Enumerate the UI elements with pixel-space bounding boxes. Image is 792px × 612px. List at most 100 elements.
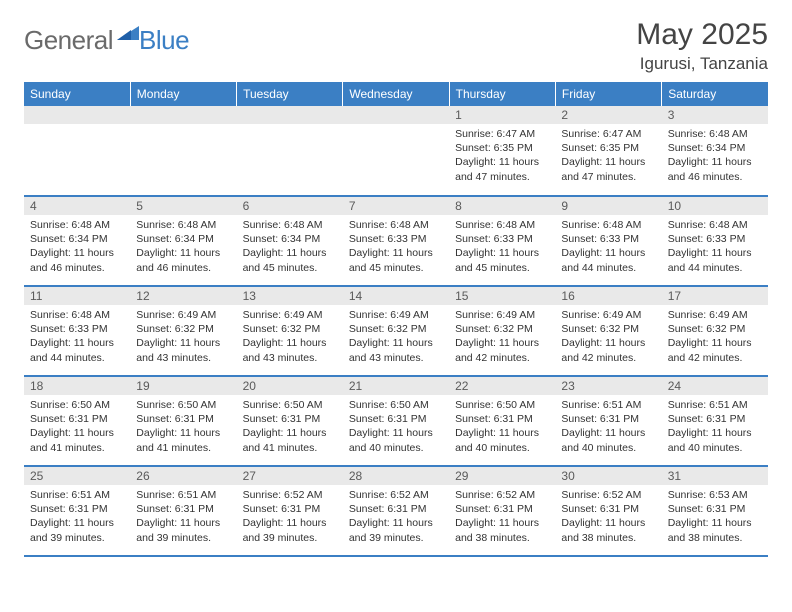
day-number: 15: [449, 287, 555, 305]
calendar-row: 1Sunrise: 6:47 AMSunset: 6:35 PMDaylight…: [24, 106, 768, 196]
calendar-cell: [130, 106, 236, 196]
day-details: Sunrise: 6:51 AMSunset: 6:31 PMDaylight:…: [130, 485, 236, 549]
calendar-cell: 17Sunrise: 6:49 AMSunset: 6:32 PMDayligh…: [662, 286, 768, 376]
day-number: 27: [237, 467, 343, 485]
day-number: 29: [449, 467, 555, 485]
day-number: 6: [237, 197, 343, 215]
day-details: Sunrise: 6:53 AMSunset: 6:31 PMDaylight:…: [662, 485, 768, 549]
weekday-header: Monday: [130, 82, 236, 106]
logo: General Blue: [24, 18, 189, 57]
day-details: Sunrise: 6:49 AMSunset: 6:32 PMDaylight:…: [555, 305, 661, 369]
day-number: 28: [343, 467, 449, 485]
day-details: Sunrise: 6:50 AMSunset: 6:31 PMDaylight:…: [343, 395, 449, 459]
day-details: Sunrise: 6:48 AMSunset: 6:33 PMDaylight:…: [343, 215, 449, 279]
day-details: Sunrise: 6:49 AMSunset: 6:32 PMDaylight:…: [130, 305, 236, 369]
calendar-cell: [343, 106, 449, 196]
day-details: Sunrise: 6:49 AMSunset: 6:32 PMDaylight:…: [449, 305, 555, 369]
calendar-cell: 28Sunrise: 6:52 AMSunset: 6:31 PMDayligh…: [343, 466, 449, 556]
calendar-cell: 31Sunrise: 6:53 AMSunset: 6:31 PMDayligh…: [662, 466, 768, 556]
calendar-cell: 6Sunrise: 6:48 AMSunset: 6:34 PMDaylight…: [237, 196, 343, 286]
calendar-cell: 13Sunrise: 6:49 AMSunset: 6:32 PMDayligh…: [237, 286, 343, 376]
calendar-cell: 16Sunrise: 6:49 AMSunset: 6:32 PMDayligh…: [555, 286, 661, 376]
weekday-header: Sunday: [24, 82, 130, 106]
empty-day-header: [130, 106, 236, 124]
day-details: Sunrise: 6:48 AMSunset: 6:34 PMDaylight:…: [237, 215, 343, 279]
day-number: 10: [662, 197, 768, 215]
day-number: 23: [555, 377, 661, 395]
day-number: 11: [24, 287, 130, 305]
calendar-cell: [237, 106, 343, 196]
location: Igurusi, Tanzania: [636, 54, 768, 74]
day-number: 4: [24, 197, 130, 215]
day-details: Sunrise: 6:48 AMSunset: 6:33 PMDaylight:…: [662, 215, 768, 279]
day-details: Sunrise: 6:48 AMSunset: 6:33 PMDaylight:…: [24, 305, 130, 369]
calendar-cell: 20Sunrise: 6:50 AMSunset: 6:31 PMDayligh…: [237, 376, 343, 466]
day-number: 5: [130, 197, 236, 215]
weekday-header: Thursday: [449, 82, 555, 106]
month-title: May 2025: [636, 18, 768, 52]
calendar-cell: 18Sunrise: 6:50 AMSunset: 6:31 PMDayligh…: [24, 376, 130, 466]
day-number: 14: [343, 287, 449, 305]
day-number: 30: [555, 467, 661, 485]
calendar-cell: 10Sunrise: 6:48 AMSunset: 6:33 PMDayligh…: [662, 196, 768, 286]
day-details: Sunrise: 6:52 AMSunset: 6:31 PMDaylight:…: [449, 485, 555, 549]
calendar-cell: 4Sunrise: 6:48 AMSunset: 6:34 PMDaylight…: [24, 196, 130, 286]
logo-triangle-icon: [117, 24, 139, 45]
weekday-header-row: SundayMondayTuesdayWednesdayThursdayFrid…: [24, 82, 768, 106]
empty-day-header: [24, 106, 130, 124]
calendar-table: SundayMondayTuesdayWednesdayThursdayFrid…: [24, 82, 768, 557]
day-details: Sunrise: 6:48 AMSunset: 6:33 PMDaylight:…: [555, 215, 661, 279]
calendar-cell: [24, 106, 130, 196]
calendar-cell: 25Sunrise: 6:51 AMSunset: 6:31 PMDayligh…: [24, 466, 130, 556]
calendar-cell: 19Sunrise: 6:50 AMSunset: 6:31 PMDayligh…: [130, 376, 236, 466]
day-details: Sunrise: 6:49 AMSunset: 6:32 PMDaylight:…: [237, 305, 343, 369]
calendar-cell: 3Sunrise: 6:48 AMSunset: 6:34 PMDaylight…: [662, 106, 768, 196]
calendar-cell: 30Sunrise: 6:52 AMSunset: 6:31 PMDayligh…: [555, 466, 661, 556]
day-number: 22: [449, 377, 555, 395]
calendar-row: 25Sunrise: 6:51 AMSunset: 6:31 PMDayligh…: [24, 466, 768, 556]
calendar-cell: 27Sunrise: 6:52 AMSunset: 6:31 PMDayligh…: [237, 466, 343, 556]
logo-text-blue: Blue: [139, 25, 189, 56]
day-details: Sunrise: 6:47 AMSunset: 6:35 PMDaylight:…: [555, 124, 661, 188]
day-number: 2: [555, 106, 661, 124]
calendar-cell: 23Sunrise: 6:51 AMSunset: 6:31 PMDayligh…: [555, 376, 661, 466]
day-details: Sunrise: 6:51 AMSunset: 6:31 PMDaylight:…: [24, 485, 130, 549]
calendar-cell: 24Sunrise: 6:51 AMSunset: 6:31 PMDayligh…: [662, 376, 768, 466]
calendar-cell: 21Sunrise: 6:50 AMSunset: 6:31 PMDayligh…: [343, 376, 449, 466]
day-number: 18: [24, 377, 130, 395]
calendar-cell: 7Sunrise: 6:48 AMSunset: 6:33 PMDaylight…: [343, 196, 449, 286]
day-details: Sunrise: 6:52 AMSunset: 6:31 PMDaylight:…: [237, 485, 343, 549]
day-number: 7: [343, 197, 449, 215]
day-details: Sunrise: 6:50 AMSunset: 6:31 PMDaylight:…: [24, 395, 130, 459]
day-number: 8: [449, 197, 555, 215]
logo-text-general: General: [24, 25, 113, 56]
calendar-cell: 12Sunrise: 6:49 AMSunset: 6:32 PMDayligh…: [130, 286, 236, 376]
day-number: 16: [555, 287, 661, 305]
day-details: Sunrise: 6:51 AMSunset: 6:31 PMDaylight:…: [662, 395, 768, 459]
day-details: Sunrise: 6:52 AMSunset: 6:31 PMDaylight:…: [343, 485, 449, 549]
title-block: May 2025 Igurusi, Tanzania: [636, 18, 768, 74]
day-number: 1: [449, 106, 555, 124]
day-number: 20: [237, 377, 343, 395]
day-details: Sunrise: 6:48 AMSunset: 6:34 PMDaylight:…: [24, 215, 130, 279]
day-number: 19: [130, 377, 236, 395]
day-details: Sunrise: 6:48 AMSunset: 6:34 PMDaylight:…: [662, 124, 768, 188]
calendar-cell: 11Sunrise: 6:48 AMSunset: 6:33 PMDayligh…: [24, 286, 130, 376]
day-details: Sunrise: 6:50 AMSunset: 6:31 PMDaylight:…: [449, 395, 555, 459]
day-number: 9: [555, 197, 661, 215]
day-number: 13: [237, 287, 343, 305]
calendar-cell: 5Sunrise: 6:48 AMSunset: 6:34 PMDaylight…: [130, 196, 236, 286]
calendar-cell: 14Sunrise: 6:49 AMSunset: 6:32 PMDayligh…: [343, 286, 449, 376]
day-details: Sunrise: 6:49 AMSunset: 6:32 PMDaylight:…: [662, 305, 768, 369]
day-details: Sunrise: 6:47 AMSunset: 6:35 PMDaylight:…: [449, 124, 555, 188]
header: General Blue May 2025 Igurusi, Tanzania: [24, 18, 768, 74]
day-details: Sunrise: 6:50 AMSunset: 6:31 PMDaylight:…: [237, 395, 343, 459]
day-number: 3: [662, 106, 768, 124]
day-number: 31: [662, 467, 768, 485]
day-number: 24: [662, 377, 768, 395]
calendar-cell: 15Sunrise: 6:49 AMSunset: 6:32 PMDayligh…: [449, 286, 555, 376]
calendar-cell: 8Sunrise: 6:48 AMSunset: 6:33 PMDaylight…: [449, 196, 555, 286]
empty-day-header: [343, 106, 449, 124]
day-details: Sunrise: 6:49 AMSunset: 6:32 PMDaylight:…: [343, 305, 449, 369]
calendar-cell: 22Sunrise: 6:50 AMSunset: 6:31 PMDayligh…: [449, 376, 555, 466]
